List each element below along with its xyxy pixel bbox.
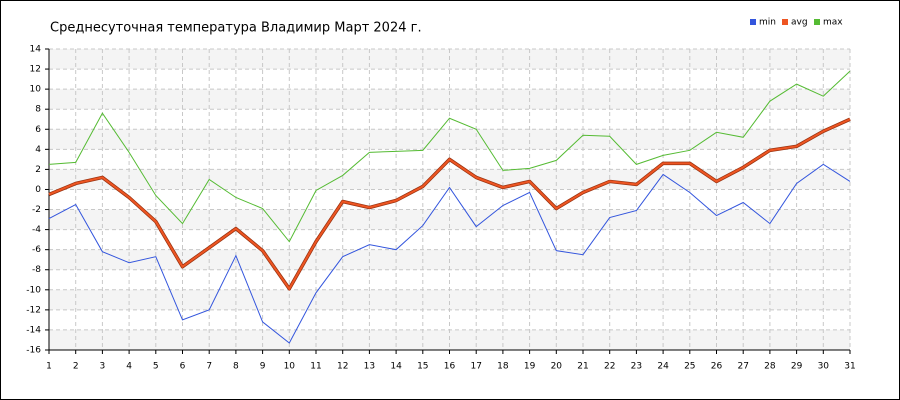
x-tick-label: 22 [604, 362, 615, 372]
x-tick-label: 12 [337, 362, 348, 372]
x-tick-label: 20 [551, 362, 563, 372]
x-tick-label: 31 [844, 362, 855, 372]
x-tick-label: 19 [524, 362, 536, 372]
x-tick-label: 14 [390, 362, 402, 372]
x-tick-label: 2 [73, 362, 79, 372]
x-tick-label: 18 [497, 362, 509, 372]
y-tick-label: -8 [32, 265, 41, 275]
x-tick-label: 1 [46, 362, 52, 372]
x-tick-label: 3 [100, 362, 106, 372]
band [49, 289, 850, 310]
legend-label: avg [791, 18, 808, 28]
y-tick-label: 4 [35, 145, 41, 155]
y-tick-label: 8 [35, 105, 41, 115]
legend-swatch [814, 19, 820, 25]
chart-title: Среднесуточная температура Владимир Март… [50, 21, 422, 36]
x-tick-label: 4 [126, 362, 132, 372]
y-tick-label: 12 [30, 65, 41, 75]
x-tick-label: 21 [577, 362, 588, 372]
y-tick-label: 2 [35, 165, 41, 175]
x-tick-label: 8 [233, 362, 239, 372]
legend-swatch [782, 19, 788, 25]
legend-label: min [759, 18, 776, 28]
y-tick-label: -14 [26, 325, 41, 335]
y-tick-label: 10 [30, 85, 42, 95]
x-tick-label: 7 [206, 362, 212, 372]
x-tick-label: 13 [364, 362, 375, 372]
y-tick-label: -12 [26, 305, 41, 315]
x-tick-label: 6 [180, 362, 186, 372]
x-tick-label: 28 [764, 362, 776, 372]
x-tick-label: 17 [470, 362, 481, 372]
y-tick-label: 0 [35, 185, 41, 195]
x-tick-label: 29 [791, 362, 803, 372]
series-line [48, 163, 851, 344]
plot-bands [49, 49, 850, 350]
y-tick-label: -16 [26, 346, 41, 356]
series-line [48, 118, 851, 291]
x-tick-label: 24 [657, 362, 669, 372]
x-tick-label: 11 [310, 362, 321, 372]
x-tick-label: 9 [260, 362, 266, 372]
x-tick-label: 10 [284, 362, 296, 372]
band [49, 169, 850, 190]
x-tick-label: 25 [684, 362, 695, 372]
band [49, 129, 850, 150]
x-tick-label: 16 [444, 362, 456, 372]
legend-label: max [823, 18, 843, 28]
x-tick-label: 27 [737, 362, 748, 372]
y-tick-label: 6 [35, 125, 41, 135]
y-tick-label: -10 [26, 285, 41, 295]
y-tick-label: -6 [32, 245, 41, 255]
y-tick-label: -2 [32, 205, 41, 215]
series-line [48, 70, 851, 243]
y-tick-label: -4 [32, 225, 41, 235]
legend-swatch [750, 19, 756, 25]
x-tick-label: 26 [711, 362, 723, 372]
x-tick-label: 15 [417, 362, 428, 372]
x-tick-label: 23 [631, 362, 642, 372]
y-tick-label: 14 [30, 45, 42, 55]
x-tick-label: 5 [153, 362, 159, 372]
x-tick-label: 30 [818, 362, 830, 372]
